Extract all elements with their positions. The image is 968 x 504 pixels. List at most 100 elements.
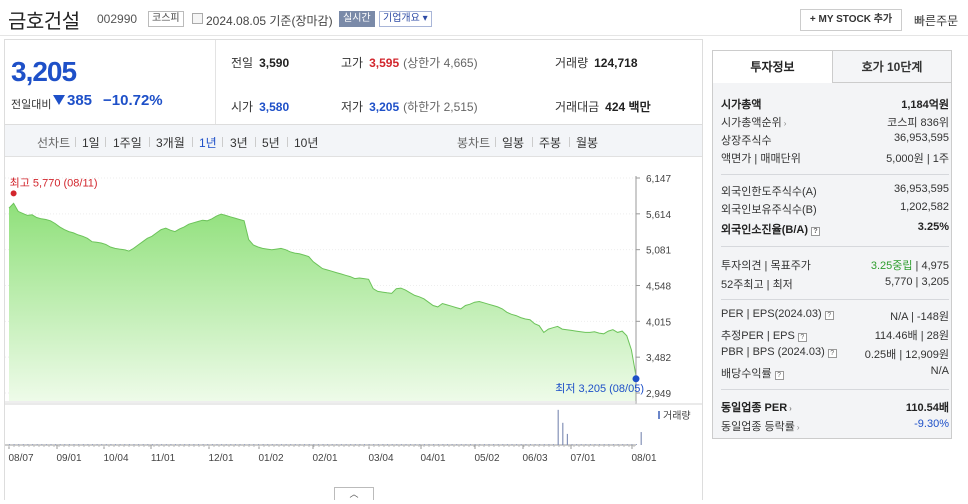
shares-value: 36,953,595 — [893, 132, 949, 144]
tab-10y[interactable]: 10년 — [294, 136, 319, 150]
volume-bar — [82, 444, 84, 445]
volume-bar — [479, 444, 481, 445]
volume-bar — [299, 444, 301, 445]
opinion-value: 3.25중립 — [870, 260, 913, 272]
x-tick-label: 08/07 — [8, 453, 33, 464]
price-area — [9, 203, 636, 401]
volume-bar — [405, 444, 407, 445]
tab-weekly[interactable]: 주봉 — [539, 136, 562, 150]
help-icon[interactable]: ? — [797, 333, 807, 342]
chevron-right-icon[interactable]: › — [783, 119, 787, 128]
y-tick-label: 4,548 — [646, 282, 671, 293]
tab-1d[interactable]: 1일 — [82, 136, 100, 150]
chevron-right-icon[interactable]: › — [796, 423, 800, 432]
tab-daily[interactable]: 일봉 — [502, 136, 525, 150]
foreign-hold-value: 1,202,582 — [900, 201, 949, 213]
down-arrow-icon — [53, 95, 65, 105]
volume-bar — [184, 444, 186, 445]
low-price: 저가 3,205 (하한가 2,515) — [341, 98, 478, 115]
change-percent: −10.72% — [103, 92, 163, 109]
tab-3y[interactable]: 3년 — [230, 136, 248, 150]
high-label: 최고 5,770 (08/11) — [10, 176, 98, 189]
x-tick-label: 08/01 — [631, 453, 656, 464]
face-value-value: 5,000원 | 1주 — [886, 153, 949, 165]
volume-bar — [230, 444, 232, 445]
volume-bar — [493, 444, 495, 445]
change-amount-value: 385 — [67, 92, 93, 109]
face-value-label: 액면가 | 매매단위 — [721, 153, 801, 165]
tab-1w[interactable]: 1주일 — [113, 136, 142, 150]
divider — [192, 137, 193, 147]
per-value: N/A | -148원 — [890, 311, 949, 323]
volume-bar — [562, 422, 564, 445]
tab-invest-info[interactable]: 투자정보 — [712, 50, 833, 83]
volume-bar — [13, 444, 15, 445]
volume-bar — [451, 444, 453, 445]
x-tick-label: 03/04 — [368, 453, 393, 464]
volume-bar — [73, 444, 75, 445]
volume-bar — [530, 444, 531, 445]
upper-limit: (상한가 4,665) — [403, 56, 478, 70]
volume-bar — [631, 444, 633, 445]
tab-monthly[interactable]: 월봉 — [576, 136, 599, 150]
volume-bar — [460, 444, 462, 445]
tab-5y[interactable]: 5년 — [262, 136, 280, 150]
realtime-button[interactable]: 실시간 — [339, 11, 375, 27]
add-mystock-button[interactable]: + MY STOCK 추가 — [800, 9, 902, 31]
tab-orderbook[interactable]: 호가 10단계 — [832, 50, 952, 83]
volume-bar — [36, 444, 38, 445]
volume-bar — [170, 444, 172, 445]
volume-bar — [253, 444, 255, 445]
foreign-ratio-label: 외국인소진율(B/A) — [721, 224, 808, 236]
industry-per-label: 동일업종 PER — [721, 402, 788, 414]
open-label: 시가 — [231, 100, 254, 114]
volume-bar — [603, 444, 605, 445]
quick-order-link[interactable]: 빠른주문 — [914, 14, 959, 28]
tab-1y[interactable]: 1년 — [199, 136, 217, 150]
y-tick-label: 3,482 — [646, 353, 671, 364]
price-summary: 3,205 전일대비 385 −10.72% 전일 3,590 고가 3,595 (상… — [5, 40, 702, 124]
volume-bar — [22, 444, 24, 445]
volume-bar — [64, 444, 66, 445]
market-cap-value: 1,184억원 — [901, 99, 949, 111]
market-cap-label: 시가총액 — [721, 99, 762, 111]
help-icon[interactable]: ? — [824, 311, 834, 320]
x-tick-label: 10/04 — [103, 453, 128, 464]
volume-bar — [271, 444, 273, 445]
dividend-value: N/A — [930, 365, 949, 377]
volume-bar — [428, 444, 430, 445]
price-chart[interactable]: 6,147 5,614 5,081 4,548 4,015 3,482 2,949 거래량 … — [5, 158, 702, 501]
help-icon[interactable]: ? — [774, 371, 784, 380]
volume-bar — [622, 444, 624, 445]
divider — [105, 137, 106, 147]
volume-bar — [234, 444, 236, 445]
volume-bar — [410, 444, 412, 445]
collapse-button[interactable]: ︿ — [334, 487, 374, 500]
foreign-ratio-value: 3.25% — [917, 221, 949, 233]
tab-3m[interactable]: 3개월 — [156, 136, 185, 150]
current-price: 3,205 — [11, 56, 77, 87]
company-overview-dropdown[interactable]: 기업개요 ▾ — [379, 11, 432, 27]
low-label: 최저 3,205 (08/05) — [555, 382, 644, 395]
calendar-icon — [192, 13, 203, 24]
pbr-row: PBR | BPS (2024.03)? 0.25배 | 12,909원 — [721, 346, 949, 364]
volume-bar — [447, 444, 448, 445]
volume-bar — [248, 444, 250, 445]
help-icon[interactable]: ? — [827, 349, 837, 358]
x-tick-label: 06/03 — [522, 453, 547, 464]
volume-bar — [566, 433, 568, 445]
prev-close-label: 전일 — [231, 56, 254, 70]
foreign-limit-label: 외국인한도주식수(A) — [721, 186, 817, 198]
divider — [215, 40, 216, 124]
volume-bar — [317, 444, 319, 445]
price-line — [8, 202, 637, 376]
week52-row: 52주최고 | 최저 5,770 | 3,205 — [721, 276, 949, 294]
volume-bar — [41, 444, 43, 445]
help-icon[interactable]: ? — [811, 227, 820, 236]
price-chart-panel: 3,205 전일대비 385 −10.72% 전일 3,590 고가 3,595 (상… — [4, 39, 703, 500]
chevron-right-icon[interactable]: › — [789, 404, 792, 413]
x-tick-label: 05/02 — [474, 453, 499, 464]
volume-bar — [133, 444, 135, 445]
volume-bar — [78, 444, 80, 445]
